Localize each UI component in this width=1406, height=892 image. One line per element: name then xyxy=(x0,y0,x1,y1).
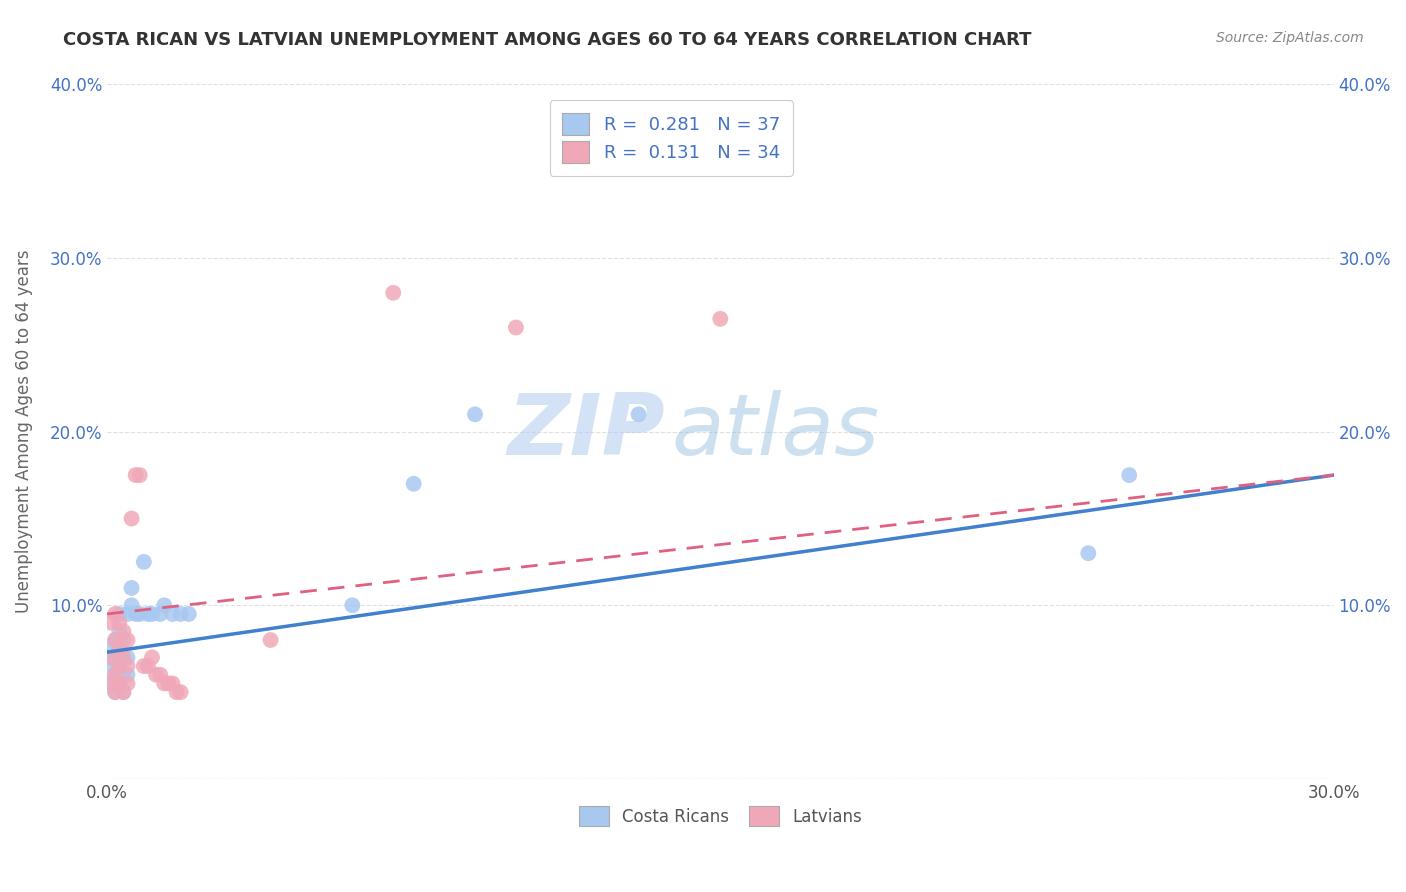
Point xyxy=(1118,468,1140,483)
Point xyxy=(141,650,163,665)
Point xyxy=(382,285,405,300)
Point xyxy=(112,685,135,699)
Y-axis label: Unemployment Among Ages 60 to 64 years: Unemployment Among Ages 60 to 64 years xyxy=(15,250,32,614)
Point xyxy=(112,624,135,639)
Point xyxy=(100,641,122,656)
Point xyxy=(162,676,184,690)
Point xyxy=(128,468,150,483)
Point xyxy=(128,607,150,621)
Point xyxy=(136,607,159,621)
Point xyxy=(121,511,143,525)
Point xyxy=(117,650,139,665)
Point xyxy=(149,607,172,621)
Point xyxy=(117,676,139,690)
Point xyxy=(100,659,122,673)
Point xyxy=(169,685,191,699)
Point xyxy=(157,676,180,690)
Point xyxy=(117,607,139,621)
Point xyxy=(108,659,131,673)
Point xyxy=(141,607,163,621)
Point xyxy=(124,468,146,483)
Point xyxy=(132,659,155,673)
Point xyxy=(709,311,731,326)
Point xyxy=(100,650,122,665)
Point xyxy=(104,685,127,699)
Point xyxy=(108,624,131,639)
Point xyxy=(104,667,127,681)
Point xyxy=(1077,546,1099,560)
Point xyxy=(104,650,127,665)
Legend: Costa Ricans, Latvians: Costa Ricans, Latvians xyxy=(572,799,869,833)
Point xyxy=(112,650,135,665)
Point xyxy=(112,685,135,699)
Point xyxy=(100,615,122,630)
Point xyxy=(124,607,146,621)
Point xyxy=(149,667,172,681)
Point xyxy=(121,581,143,595)
Point xyxy=(104,685,127,699)
Text: atlas: atlas xyxy=(671,390,879,473)
Text: Source: ZipAtlas.com: Source: ZipAtlas.com xyxy=(1216,31,1364,45)
Point xyxy=(464,407,486,421)
Point xyxy=(402,476,425,491)
Point xyxy=(153,599,176,613)
Text: ZIP: ZIP xyxy=(508,390,665,473)
Point xyxy=(342,599,364,613)
Point xyxy=(104,667,127,681)
Point xyxy=(108,607,131,621)
Point xyxy=(145,667,167,681)
Point xyxy=(100,676,122,690)
Point xyxy=(100,676,122,690)
Point xyxy=(121,599,143,613)
Point xyxy=(153,676,176,690)
Point xyxy=(112,650,135,665)
Point xyxy=(108,615,131,630)
Point xyxy=(166,685,188,699)
Point xyxy=(505,320,527,334)
Point xyxy=(108,676,131,690)
Point xyxy=(162,607,184,621)
Point xyxy=(104,633,127,648)
Point xyxy=(117,667,139,681)
Point xyxy=(169,607,191,621)
Point xyxy=(112,667,135,681)
Point xyxy=(108,676,131,690)
Point xyxy=(108,641,131,656)
Point xyxy=(117,659,139,673)
Point xyxy=(108,659,131,673)
Point xyxy=(177,607,200,621)
Point xyxy=(136,659,159,673)
Point xyxy=(132,555,155,569)
Text: COSTA RICAN VS LATVIAN UNEMPLOYMENT AMONG AGES 60 TO 64 YEARS CORRELATION CHART: COSTA RICAN VS LATVIAN UNEMPLOYMENT AMON… xyxy=(63,31,1032,49)
Point xyxy=(104,633,127,648)
Point xyxy=(108,641,131,656)
Point xyxy=(627,407,650,421)
Point xyxy=(117,633,139,648)
Point xyxy=(259,633,281,648)
Point xyxy=(112,633,135,648)
Point xyxy=(104,607,127,621)
